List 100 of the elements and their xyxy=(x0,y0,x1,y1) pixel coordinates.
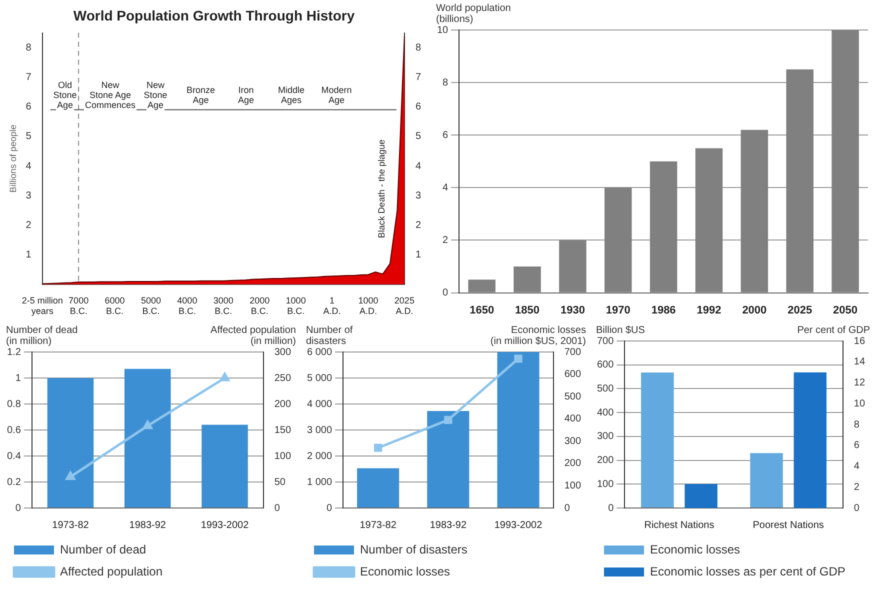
y-tick-label: 200 xyxy=(596,455,614,466)
y2-tick-label: 4 xyxy=(854,461,860,472)
x-tick-label: 1992 xyxy=(696,304,722,316)
y2-tick-label: 50 xyxy=(274,476,286,488)
x-tick-label: 2000 B.C. xyxy=(250,295,270,316)
annotation: Bronze Age xyxy=(186,85,216,106)
bar xyxy=(650,161,678,292)
y2-tick-label: 8 xyxy=(415,42,422,54)
y-tick-label: 3 000 xyxy=(306,424,332,436)
y-tick-label: 500 xyxy=(596,383,614,394)
y2-tick-label: 400 xyxy=(564,414,582,425)
y-tick-label: 0.2 xyxy=(6,476,22,488)
y2-tick-label: 0 xyxy=(274,502,280,514)
y2-tick-label: 1 xyxy=(415,250,422,261)
y2-tick-label: 100 xyxy=(274,450,292,462)
bar xyxy=(497,352,540,508)
x-tick-label: 1993-2002 xyxy=(200,520,250,531)
x-tick-label: Richest Nations xyxy=(644,520,714,531)
x-tick-label: 1000 A.D. xyxy=(358,295,378,316)
y2-axis-title: Affected population (in million) xyxy=(210,324,296,347)
x-tick-label: 1983-92 xyxy=(129,520,166,531)
y2-tick-label: 500 xyxy=(564,391,582,402)
annotation: New Stone Age Commences xyxy=(84,80,136,110)
y-tick-label: 700 xyxy=(596,336,614,347)
point xyxy=(514,354,522,363)
bar xyxy=(695,148,723,292)
y2-tick-label: 10 xyxy=(854,398,866,410)
y-axis-title: Billion $US xyxy=(596,324,646,336)
bar xyxy=(604,188,632,292)
bar xyxy=(357,468,400,508)
y-tick-label: 3 xyxy=(26,190,32,202)
x-tick-label: 6000 B.C. xyxy=(104,295,125,316)
y-tick-label: 100 xyxy=(596,478,614,490)
y-tick-label: 4 xyxy=(26,160,32,172)
y-tick-label: 400 xyxy=(596,407,614,418)
annotation: New Stone Age xyxy=(144,80,168,110)
y-tick-label: 2 xyxy=(442,234,449,246)
y2-tick-label: 2 xyxy=(415,220,422,231)
y-tick-label: 0 xyxy=(326,502,332,514)
y-tick-label: 0.4 xyxy=(6,450,22,462)
legend-label: Economic losses as per cent of GDP xyxy=(650,564,846,578)
annotation: Old Stone Age xyxy=(53,80,77,110)
point xyxy=(374,444,382,452)
x-tick-label: 1650 xyxy=(470,304,494,316)
y-tick-label: 2 xyxy=(26,220,32,231)
bar xyxy=(559,240,586,292)
bar xyxy=(468,280,496,292)
y-tick-label: 5 xyxy=(26,131,32,142)
y2-tick-label: 8 xyxy=(854,419,860,430)
y2-tick-label: 700 xyxy=(564,346,582,358)
y-tick-label: 4 xyxy=(442,182,449,194)
y-tick-label: 1.2 xyxy=(6,346,22,358)
x-tick-label: 1970 xyxy=(606,304,630,316)
x-tick-label: 1993-2002 xyxy=(494,520,543,531)
y2-tick-label: 250 xyxy=(274,372,292,384)
y-tick-label: 1 000 xyxy=(306,476,332,488)
y-axis-title: Billions of people xyxy=(8,124,18,193)
y-tick-label: 300 xyxy=(596,431,614,442)
y2-axis-title: Per cent of GDP xyxy=(797,324,870,336)
y-axis-title: World population (billions) xyxy=(436,2,511,25)
y2-tick-label: 7 xyxy=(415,72,422,83)
legend-label: Number of dead xyxy=(60,542,146,556)
y-tick-label: 6 xyxy=(26,102,32,113)
y2-tick-label: 2 xyxy=(854,482,860,493)
y2-tick-label: 200 xyxy=(274,398,292,410)
annotation: Middle Ages xyxy=(278,85,305,106)
x-tick-label: 1973-82 xyxy=(360,520,397,531)
y-tick-label: 5 000 xyxy=(306,372,332,384)
x-tick-label: 1986 xyxy=(651,304,676,316)
x-tick-label: 7000 B.C. xyxy=(68,295,89,316)
y-tick-label: 0 xyxy=(608,502,614,514)
y2-axis-title: Economic losses (in million $US, 2001) xyxy=(490,324,586,347)
x-tick-label: 2025 A.D. xyxy=(394,295,414,316)
x-tick-label: 2000 xyxy=(742,304,767,316)
x-tick-label: 1000 B.C. xyxy=(286,295,306,316)
y2-tick-label: 12 xyxy=(854,378,866,388)
y-tick-label: 600 xyxy=(596,360,614,371)
y2-tick-label: 6 xyxy=(415,102,422,113)
x-tick-label: 1983-92 xyxy=(430,520,467,531)
x-tick-label: 2025 xyxy=(788,304,812,316)
y2-tick-label: 6 xyxy=(854,440,860,452)
bar xyxy=(514,266,541,292)
y-tick-label: 7 xyxy=(26,72,32,83)
y-tick-label: 0.8 xyxy=(6,398,22,410)
y2-tick-label: 100 xyxy=(564,480,582,492)
y2-tick-label: 0 xyxy=(564,502,570,514)
bar xyxy=(786,69,814,292)
legend-label: Economic losses xyxy=(650,542,740,556)
bar xyxy=(832,30,859,292)
x-tick-label: 4000 B.C. xyxy=(177,295,198,316)
point xyxy=(66,472,76,480)
y2-tick-label: 4 xyxy=(415,160,422,172)
y2-tick-label: 600 xyxy=(564,369,582,380)
y-tick-label: 8 xyxy=(26,42,32,54)
point xyxy=(444,416,452,424)
bar xyxy=(47,378,94,508)
y2-tick-label: 300 xyxy=(564,436,582,447)
y-tick-label: 1 xyxy=(15,372,22,384)
y-tick-label: 0 xyxy=(442,288,449,299)
legend-label: Affected population xyxy=(60,564,163,578)
